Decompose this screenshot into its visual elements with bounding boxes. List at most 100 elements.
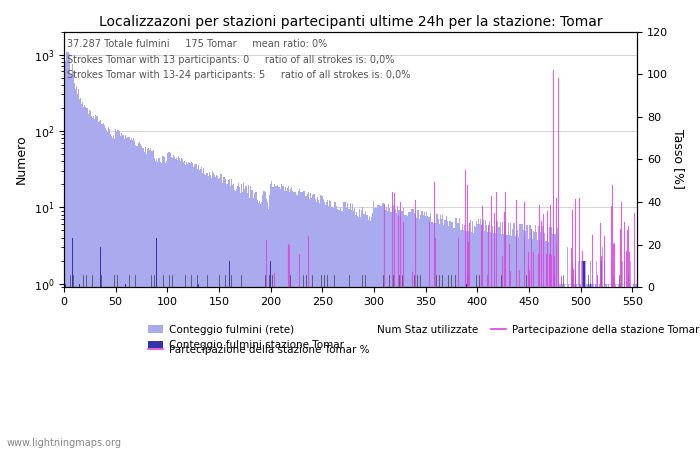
Bar <box>327 200 328 450</box>
Bar <box>570 284 572 450</box>
Bar <box>131 138 132 450</box>
Bar <box>601 261 602 450</box>
Bar <box>136 146 138 450</box>
Bar <box>89 110 90 450</box>
Bar <box>121 133 122 450</box>
Bar <box>117 130 118 450</box>
Bar <box>533 232 535 450</box>
Bar <box>170 153 171 450</box>
Bar <box>318 202 320 450</box>
Bar <box>425 216 426 450</box>
Bar <box>576 284 577 450</box>
Bar <box>509 235 510 450</box>
Bar <box>397 206 398 450</box>
Bar <box>184 161 186 450</box>
Bar <box>145 147 146 450</box>
Bar <box>321 195 322 450</box>
Bar <box>413 209 414 450</box>
Bar <box>500 234 502 450</box>
Bar <box>125 284 127 450</box>
Bar <box>179 158 180 450</box>
Bar <box>333 208 334 450</box>
Bar <box>69 75 71 450</box>
Y-axis label: Tasso [%]: Tasso [%] <box>672 130 685 189</box>
Bar <box>105 127 106 450</box>
Bar <box>238 183 239 450</box>
Bar <box>114 139 115 450</box>
Bar <box>486 225 487 450</box>
Bar <box>478 219 479 450</box>
Bar <box>575 261 576 450</box>
Bar <box>106 130 107 450</box>
Bar <box>553 227 554 450</box>
Bar <box>457 223 458 450</box>
Bar <box>229 179 230 450</box>
Bar <box>223 177 225 450</box>
Bar <box>620 284 622 450</box>
Bar <box>283 186 284 450</box>
Bar <box>494 226 496 450</box>
Bar <box>83 107 84 450</box>
Bar <box>216 175 218 450</box>
Bar <box>196 164 197 450</box>
Bar <box>526 225 527 450</box>
Bar <box>103 123 104 450</box>
Bar <box>547 233 548 450</box>
Bar <box>492 226 493 450</box>
Bar <box>490 232 491 450</box>
Bar <box>538 226 539 450</box>
Title: Localizzazoni per stazioni partecipanti ultime 24h per la stazione: Tomar: Localizzazoni per stazioni partecipanti … <box>99 15 603 29</box>
Bar <box>591 261 592 450</box>
Bar <box>330 201 331 450</box>
Bar <box>276 186 277 450</box>
Bar <box>303 191 304 450</box>
Bar <box>398 210 399 450</box>
Bar <box>510 223 511 450</box>
Bar <box>120 136 121 450</box>
Bar <box>338 210 339 450</box>
Bar <box>118 130 119 450</box>
Bar <box>418 211 419 450</box>
Bar <box>158 158 160 450</box>
Bar <box>374 207 375 450</box>
Bar <box>466 284 468 450</box>
Bar <box>142 148 143 450</box>
Bar <box>203 168 204 450</box>
Bar <box>111 135 112 450</box>
Bar <box>269 195 270 450</box>
Bar <box>480 220 481 450</box>
Bar <box>284 190 285 450</box>
Bar <box>193 167 194 450</box>
Bar <box>348 209 349 450</box>
Bar <box>220 175 221 450</box>
Bar <box>322 196 323 450</box>
Bar <box>180 161 181 450</box>
Bar <box>138 144 139 450</box>
Bar <box>448 226 449 450</box>
Bar <box>153 150 154 450</box>
Bar <box>204 174 205 450</box>
Bar <box>242 192 243 450</box>
Bar <box>285 187 286 450</box>
Bar <box>146 154 147 450</box>
Bar <box>173 155 174 450</box>
Bar <box>307 194 308 450</box>
Bar <box>366 215 368 450</box>
Bar <box>556 243 557 450</box>
Text: 37.287 Totale fulmini     175 Tomar     mean ratio: 0%: 37.287 Totale fulmini 175 Tomar mean rat… <box>66 39 327 49</box>
Bar <box>256 192 257 450</box>
Bar <box>75 89 76 450</box>
Bar <box>377 205 379 450</box>
Bar <box>437 214 438 450</box>
Bar <box>587 284 589 450</box>
Bar <box>101 124 102 450</box>
Bar <box>488 226 489 450</box>
Bar <box>412 209 413 450</box>
Bar <box>545 241 546 450</box>
Bar <box>402 211 403 450</box>
Bar <box>246 186 247 450</box>
Bar <box>535 225 536 450</box>
Bar <box>370 221 372 450</box>
Bar <box>293 192 294 450</box>
Bar <box>344 202 346 450</box>
